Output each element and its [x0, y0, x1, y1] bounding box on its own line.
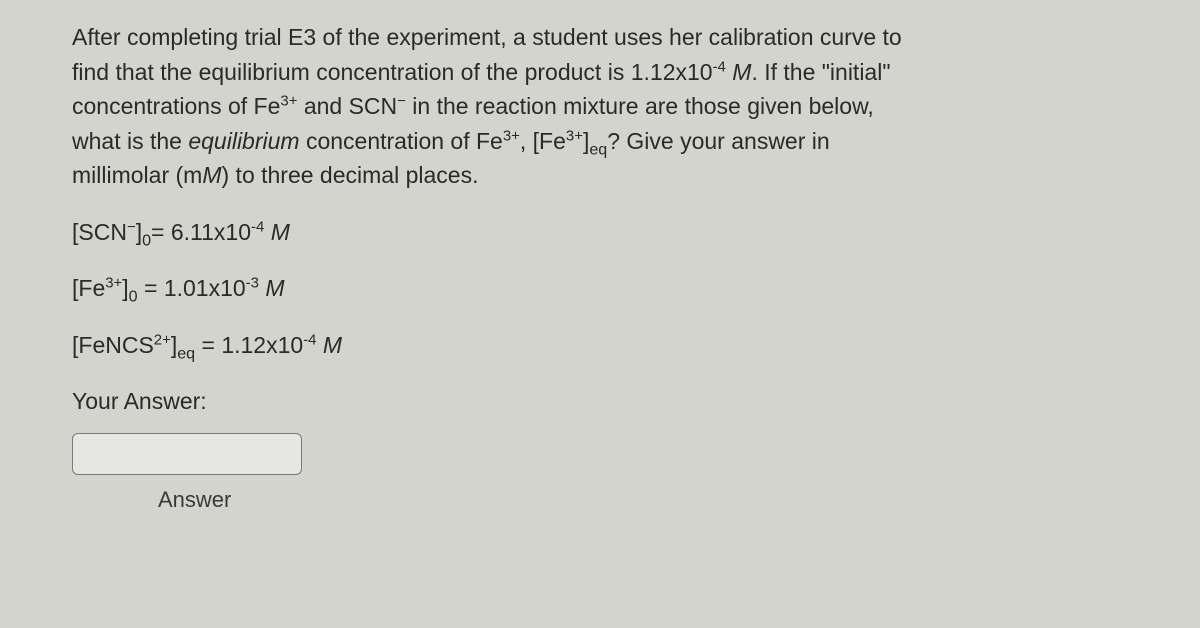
- fe-initial: [Fe3+]0 = 1.01x10-3 M: [72, 271, 1138, 306]
- fe-sub: 0: [129, 288, 138, 306]
- fe-exp: -3: [246, 274, 259, 291]
- scn-a: [SCN: [72, 219, 127, 245]
- question-text: After completing trial E3 of the experim…: [72, 20, 1138, 193]
- q-line5b: ) to three decimal places.: [222, 162, 479, 188]
- fencs-exp: -4: [303, 331, 316, 348]
- q-line4c: , [Fe: [520, 128, 566, 154]
- q-line3b: and SCN: [297, 93, 397, 119]
- fencs-c: = 1.12x10: [195, 332, 303, 358]
- q-line4e: ? Give your answer in: [607, 128, 829, 154]
- fe-a: [Fe: [72, 275, 105, 301]
- q-line1: After completing trial E3 of the experim…: [72, 24, 902, 50]
- q-line3sup2: −: [397, 92, 406, 109]
- your-answer-label: Your Answer:: [72, 384, 1138, 419]
- fe-sup: 3+: [105, 274, 122, 291]
- scn-sub: 0: [142, 231, 151, 249]
- q-line5a: millimolar (m: [72, 162, 202, 188]
- q-line4a: what is the: [72, 128, 188, 154]
- q-line5m: M: [202, 162, 221, 188]
- q-line3a: concentrations of Fe: [72, 93, 280, 119]
- scn-initial: [SCN−]0= 6.11x10-4 M: [72, 215, 1138, 250]
- answer-input[interactable]: [72, 433, 302, 475]
- q-line3c: in the reaction mixture are those given …: [406, 93, 874, 119]
- scn-c: = 6.11x10: [151, 219, 251, 245]
- fe-c: = 1.01x10: [138, 275, 246, 301]
- scn-m: M: [271, 219, 290, 245]
- fencs-m: M: [323, 332, 342, 358]
- scn-sup: −: [127, 218, 136, 235]
- fencs-sup: 2+: [154, 331, 171, 348]
- fencs-a: [FeNCS: [72, 332, 154, 358]
- fencs-sub: eq: [177, 344, 195, 362]
- q-line3sup1: 3+: [280, 92, 297, 109]
- q-line2c: M: [732, 59, 751, 85]
- q-line2a: find that the equilibrium concentration …: [72, 59, 713, 85]
- fencs-eq: [FeNCS2+]eq = 1.12x10-4 M: [72, 328, 1138, 363]
- q-line4sub: eq: [589, 140, 607, 158]
- answer-field-label: Answer: [158, 483, 1138, 516]
- q-line4sup2: 3+: [566, 127, 583, 144]
- q-line4sup: 3+: [503, 127, 520, 144]
- q-line4eq: equilibrium: [188, 128, 299, 154]
- q-line4b: concentration of Fe: [300, 128, 503, 154]
- scn-exp: -4: [251, 218, 264, 235]
- fe-m: M: [265, 275, 284, 301]
- q-line2d: . If the "initial": [751, 59, 890, 85]
- q-line2exp: -4: [713, 58, 726, 75]
